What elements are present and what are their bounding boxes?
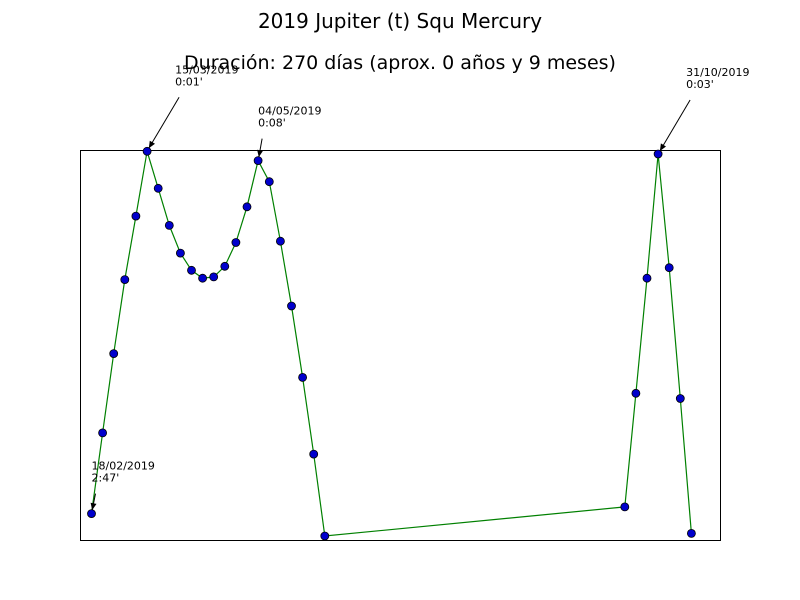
data-point [198, 273, 208, 283]
data-point [309, 449, 319, 459]
series-layer [87, 146, 696, 541]
data-point [664, 263, 674, 273]
annotation-value: 0:08' [258, 117, 286, 130]
data-point [642, 273, 652, 283]
data-point [675, 394, 685, 403]
annotation-value: 0:01' [175, 75, 203, 88]
data-point [109, 349, 119, 359]
data-point [264, 177, 274, 187]
data-point [620, 502, 630, 512]
data-point [242, 202, 252, 212]
data-point [187, 265, 196, 275]
data-point [220, 261, 230, 271]
data-point [142, 146, 152, 156]
plot-area [80, 150, 721, 541]
annotation-arrowhead [148, 140, 155, 149]
chart-title: 2019 Jupiter (t) Squ Mercury [258, 9, 542, 33]
data-point [298, 372, 308, 382]
annotation-arrowhead [659, 143, 666, 151]
data-point [98, 428, 107, 438]
annotation-date: 31/10/2019 [686, 66, 749, 79]
data-point [653, 149, 663, 159]
data-point [153, 183, 163, 193]
annotation-value: 0:03' [686, 78, 714, 91]
data-point [209, 272, 219, 282]
data-point [687, 529, 696, 538]
annotation-arrow [148, 97, 180, 149]
annotation-value: 2:47' [92, 472, 120, 485]
data-point [320, 531, 330, 541]
annotation-date: 18/02/2019 [92, 460, 155, 473]
chart-subtitle: Duración: 270 días (aprox. 0 años y 9 me… [184, 52, 616, 74]
annotation-arrowhead [90, 502, 97, 511]
data-point [287, 301, 296, 311]
data-point [631, 388, 641, 398]
data-point [131, 211, 141, 221]
data-point [275, 236, 285, 246]
series-line [90, 151, 692, 537]
data-point [120, 275, 130, 285]
data-point [164, 220, 174, 230]
data-point [87, 509, 96, 518]
annotation-arrow [659, 99, 691, 152]
data-point [231, 238, 241, 247]
annotation-date: 04/05/2019 [258, 105, 321, 118]
data-point [253, 156, 263, 166]
annotation-date: 15/03/2019 [175, 63, 238, 76]
data-point [175, 248, 185, 258]
annotation-arrowhead [257, 149, 263, 158]
